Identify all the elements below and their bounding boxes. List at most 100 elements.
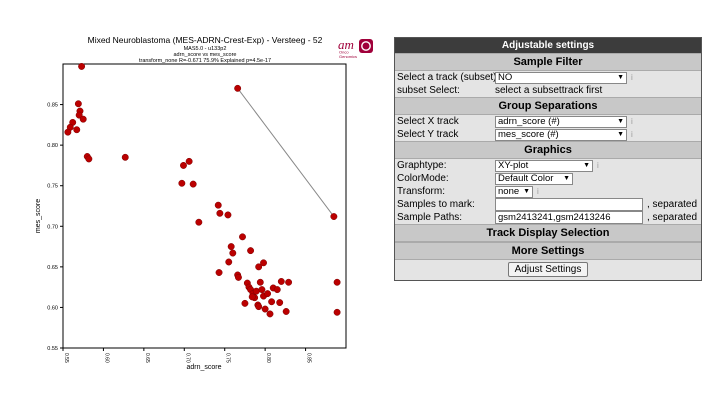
x-axis-label: adrn_score	[186, 364, 221, 371]
chevron-down-icon: ▼	[617, 117, 624, 125]
data-point[interactable]	[234, 84, 242, 92]
data-point[interactable]	[247, 247, 255, 255]
data-point[interactable]	[189, 180, 197, 188]
y-tick-label: 0.85	[47, 103, 58, 109]
axis-ticks: 0.55 0.60 0.65 0.70 0.75 0.80 0.85 0.55 0.60 0.65…	[47, 103, 311, 363]
data-point[interactable]	[235, 273, 242, 281]
track-subset-select[interactable]: NO ▼	[495, 71, 627, 84]
data-point[interactable]	[248, 293, 256, 301]
panel-title: Adjustable settings	[395, 38, 701, 53]
data-point[interactable]	[260, 259, 267, 267]
data-point[interactable]	[216, 209, 224, 217]
chevron-down-icon: ▼	[617, 73, 624, 81]
data-point[interactable]	[258, 286, 266, 294]
data-point[interactable]	[261, 305, 269, 313]
section-more-settings[interactable]: More Settings	[395, 242, 701, 260]
data-point[interactable]	[195, 218, 203, 226]
data-point[interactable]	[277, 278, 285, 285]
graphtype-select[interactable]: XY-plot ▼	[495, 159, 593, 172]
section-graphics[interactable]: Graphics	[395, 141, 701, 159]
data-point[interactable]	[185, 157, 193, 165]
logo-text-1: Onco	[339, 50, 349, 55]
sample-paths-input[interactable]: gsm2413241,gsm2413246	[495, 211, 643, 224]
section-group-separations[interactable]: Group Separations	[395, 97, 701, 115]
data-point[interactable]	[74, 100, 82, 108]
section-track-display[interactable]: Track Display Selection	[395, 224, 701, 242]
info-icon[interactable]: i	[631, 130, 633, 139]
data-points	[64, 62, 341, 318]
colormode-select[interactable]: Default Color ▼	[495, 172, 573, 185]
chevron-down-icon: ▼	[617, 130, 624, 138]
data-point[interactable]	[252, 287, 260, 295]
graphtype-value: XY-plot	[498, 159, 529, 171]
data-point[interactable]	[282, 308, 290, 315]
samples-mark-suffix: , separated	[647, 199, 698, 210]
transform-label: Transform:	[397, 186, 445, 197]
y-tick-label: 0.80	[47, 143, 58, 149]
colormode-row: ColorMode: Default Color ▼	[395, 172, 701, 185]
y-tick-label: 0.70	[47, 224, 58, 230]
data-point[interactable]	[85, 155, 93, 163]
scatter-plot: Mixed Neuroblastoma (MES-ADRN-Crest-Exp)…	[35, 35, 347, 371]
adjust-settings-button[interactable]: Adjust Settings	[507, 262, 589, 277]
data-point[interactable]	[180, 161, 187, 169]
data-point[interactable]	[64, 128, 72, 136]
chart-subtitle-3: transform_none R=-0.671 75.9% Explained …	[139, 58, 271, 64]
data-point[interactable]	[178, 179, 186, 187]
x-track-row: Select X track adrn_score (#) ▼ i	[395, 115, 701, 128]
x-tick-label: 0.75	[225, 353, 231, 363]
data-point[interactable]	[239, 233, 246, 241]
data-point[interactable]	[225, 258, 233, 266]
data-point[interactable]	[276, 299, 284, 307]
data-point[interactable]	[214, 201, 222, 209]
transform-value: none	[498, 185, 520, 197]
data-point[interactable]	[79, 115, 87, 123]
data-point[interactable]	[264, 290, 272, 298]
data-point[interactable]	[273, 286, 281, 294]
data-point[interactable]	[268, 298, 276, 306]
transform-select[interactable]: none ▼	[495, 185, 533, 198]
data-point[interactable]	[333, 278, 341, 286]
adjust-settings-row: Adjust Settings	[395, 260, 701, 280]
data-point[interactable]	[215, 269, 223, 276]
data-point[interactable]	[256, 278, 264, 286]
y-track-row: Select Y track mes_score (#) ▼ i	[395, 128, 701, 141]
subset-select-text: select a subsettrack first	[495, 85, 603, 96]
data-point[interactable]	[73, 126, 81, 134]
data-point[interactable]	[75, 111, 83, 119]
subset-select-label: subset Select:	[397, 85, 460, 96]
data-point[interactable]	[266, 310, 274, 318]
data-point[interactable]	[241, 299, 249, 307]
data-point[interactable]	[330, 213, 338, 220]
y-tick-label: 0.75	[47, 184, 58, 190]
x-track-label: Select X track	[397, 116, 459, 127]
y-track-select[interactable]: mes_score (#) ▼	[495, 128, 627, 141]
data-point[interactable]	[255, 263, 263, 271]
info-icon[interactable]: i	[631, 117, 633, 126]
info-icon[interactable]: i	[631, 73, 633, 82]
x-track-select[interactable]: adrn_score (#) ▼	[495, 115, 627, 128]
y-tick-label: 0.65	[47, 265, 58, 271]
data-point[interactable]	[229, 249, 237, 257]
transform-row: Transform: none ▼ i	[395, 185, 701, 198]
samples-mark-input[interactable]	[495, 198, 643, 211]
adjustable-settings-panel: Adjustable settings Sample Filter Select…	[394, 37, 702, 281]
chevron-down-icon: ▼	[523, 187, 530, 195]
x-tick-label: 0.80	[265, 353, 271, 363]
data-point[interactable]	[224, 211, 232, 219]
x-tick-label: 0.85	[306, 353, 312, 363]
section-sample-filter[interactable]: Sample Filter	[395, 53, 701, 71]
data-point[interactable]	[121, 153, 129, 161]
x-track-value: adrn_score (#)	[498, 115, 560, 127]
colormode-label: ColorMode:	[397, 173, 449, 184]
info-icon[interactable]: i	[537, 187, 539, 196]
data-point[interactable]	[285, 278, 293, 286]
data-point[interactable]	[255, 303, 263, 311]
chevron-down-icon: ▼	[583, 161, 590, 169]
data-point[interactable]	[227, 243, 235, 251]
data-point[interactable]	[333, 308, 341, 316]
y-axis-label: mes_score	[35, 199, 42, 233]
data-point[interactable]	[78, 62, 86, 70]
info-icon[interactable]: i	[597, 161, 599, 170]
track-subset-row: Select a track (subset) NO ▼ i	[395, 71, 701, 84]
